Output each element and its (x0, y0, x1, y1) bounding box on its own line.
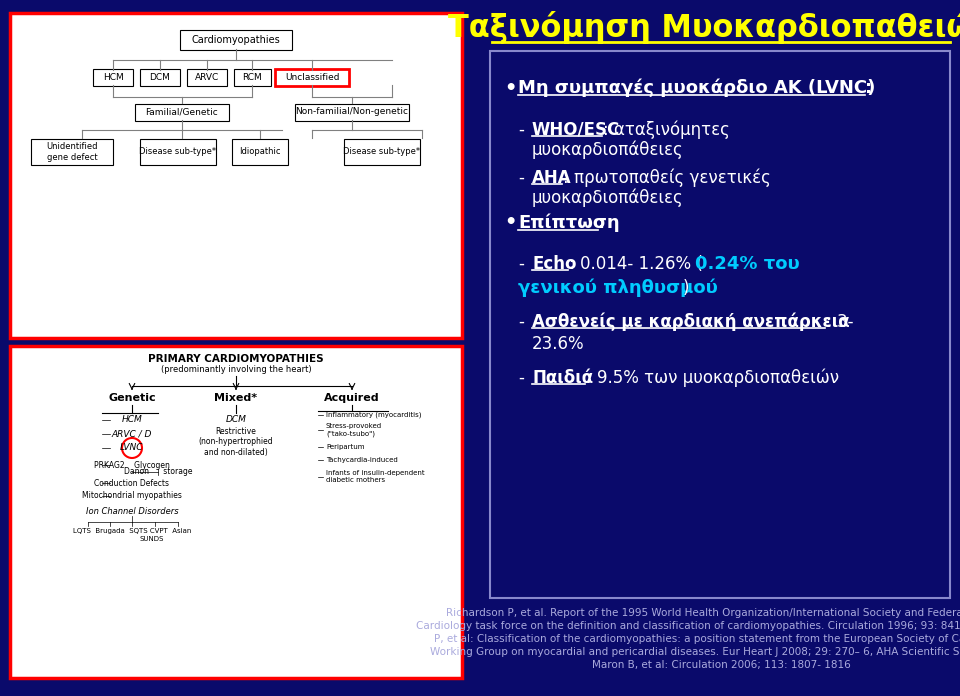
FancyBboxPatch shape (10, 13, 462, 338)
Text: -: - (518, 121, 524, 139)
Text: Danon      storage: Danon storage (124, 468, 192, 477)
FancyBboxPatch shape (10, 346, 462, 678)
Text: ΑΗΑ: ΑΗΑ (532, 169, 571, 187)
Text: HCM: HCM (103, 72, 124, 81)
Text: -: - (518, 313, 524, 331)
FancyBboxPatch shape (140, 68, 180, 86)
Text: γενικού πληθυσμού: γενικού πληθυσμού (518, 279, 718, 297)
Text: Restrictive
(non-hypertrophied
and non-dilated): Restrictive (non-hypertrophied and non-d… (199, 427, 274, 457)
Text: Echo: Echo (532, 255, 577, 273)
Text: Ασθενείς με καρδιακή ανεπάρκεια: Ασθενείς με καρδιακή ανεπάρκεια (532, 313, 850, 331)
Text: Cardiomyopathies: Cardiomyopathies (192, 35, 280, 45)
Text: PRKAG2    Glycogen: PRKAG2 Glycogen (94, 461, 170, 470)
Text: Familial/Genetic: Familial/Genetic (146, 107, 218, 116)
Text: HCM: HCM (122, 416, 142, 425)
Text: Disease sub-type*: Disease sub-type* (344, 148, 420, 157)
Text: Conduction Defects: Conduction Defects (94, 479, 170, 487)
Text: Idiopathic: Idiopathic (239, 148, 280, 157)
Text: Ion Channel Disorders: Ion Channel Disorders (85, 507, 179, 516)
Text: SUNDS: SUNDS (140, 536, 164, 542)
FancyBboxPatch shape (93, 68, 133, 86)
Text: -: - (518, 369, 524, 387)
Text: (predominantly involving the heart): (predominantly involving the heart) (160, 365, 311, 374)
Text: 23.6%: 23.6% (532, 335, 585, 353)
Text: Inflammatory (myocarditis): Inflammatory (myocarditis) (326, 412, 421, 418)
Text: PRIMARY CARDIOMYOPATHIES: PRIMARY CARDIOMYOPATHIES (148, 354, 324, 364)
Text: Mixed*: Mixed* (214, 393, 257, 403)
Text: DCM: DCM (226, 416, 247, 425)
Text: Peripartum: Peripartum (326, 444, 365, 450)
Text: : 0.014- 1.26% (: : 0.014- 1.26% ( (569, 255, 703, 273)
Text: ): ) (683, 279, 689, 297)
Text: Tachycardia-induced: Tachycardia-induced (326, 457, 397, 463)
Text: :: : (598, 214, 605, 232)
Text: μυοκαρδιοπάθειες: μυοκαρδιοπάθειες (532, 189, 684, 207)
Text: LVNC: LVNC (120, 443, 144, 452)
FancyBboxPatch shape (233, 68, 271, 86)
Text: Επίπτωση: Επίπτωση (518, 214, 619, 232)
Text: Unidentified
gene defect: Unidentified gene defect (46, 142, 98, 161)
FancyBboxPatch shape (135, 104, 229, 120)
Text: Μη συμπαγές μυοκάρδιο ΑΚ (LVNC): Μη συμπαγές μυοκάρδιο ΑΚ (LVNC) (518, 79, 876, 97)
Text: WHO/ESC: WHO/ESC (532, 121, 620, 139)
FancyBboxPatch shape (31, 139, 113, 165)
FancyBboxPatch shape (140, 139, 216, 165)
FancyBboxPatch shape (232, 139, 288, 165)
FancyBboxPatch shape (344, 139, 420, 165)
FancyBboxPatch shape (187, 68, 227, 86)
Text: Mitochondrial myopathies: Mitochondrial myopathies (82, 491, 182, 500)
Text: : πρωτοπαθείς γενετικές: : πρωτοπαθείς γενετικές (563, 168, 771, 187)
Text: : αταξινόμητες: : αταξινόμητες (603, 120, 730, 139)
Text: RCM: RCM (242, 72, 262, 81)
Text: •: • (504, 214, 516, 232)
Text: LQTS  Brugada  SQTS CVPT  Asian: LQTS Brugada SQTS CVPT Asian (73, 528, 191, 534)
Text: : 3-: : 3- (826, 313, 853, 331)
FancyBboxPatch shape (490, 51, 950, 598)
Text: ARVC: ARVC (195, 72, 219, 81)
Text: DCM: DCM (150, 72, 171, 81)
Text: μυοκαρδιοπάθειες: μυοκαρδιοπάθειες (532, 141, 684, 159)
Text: -: - (518, 255, 524, 273)
Text: -: - (518, 169, 524, 187)
FancyBboxPatch shape (295, 104, 409, 120)
Text: Παιδιά: Παιδιά (532, 369, 593, 387)
Text: Richardson P, et al. Report of the 1995 World Health Organization/International : Richardson P, et al. Report of the 1995 … (416, 608, 960, 670)
Text: : 9.5% των μυοκαρδιοπαθειών: : 9.5% των μυοκαρδιοπαθειών (586, 369, 839, 387)
Text: Stress-provoked
("tako-tsubo"): Stress-provoked ("tako-tsubo") (326, 423, 382, 437)
Text: Ταξινόμηση Μυοκαρδιοπαθειών: Ταξινόμηση Μυοκαρδιοπαθειών (448, 12, 960, 45)
Text: Disease sub-type*: Disease sub-type* (139, 148, 217, 157)
FancyBboxPatch shape (180, 30, 292, 50)
Text: ARVC / D: ARVC / D (111, 429, 153, 438)
Text: 0.24% του: 0.24% του (695, 255, 800, 273)
Text: Non-familial/Non-genetic: Non-familial/Non-genetic (296, 107, 409, 116)
Text: :: : (865, 79, 872, 97)
Text: •: • (504, 79, 516, 97)
Text: Unclassified: Unclassified (285, 72, 339, 81)
Text: Genetic: Genetic (108, 393, 156, 403)
Text: Acquired: Acquired (324, 393, 380, 403)
FancyBboxPatch shape (275, 68, 349, 86)
Text: Infants of insulin-dependent
diabetic mothers: Infants of insulin-dependent diabetic mo… (326, 470, 424, 484)
